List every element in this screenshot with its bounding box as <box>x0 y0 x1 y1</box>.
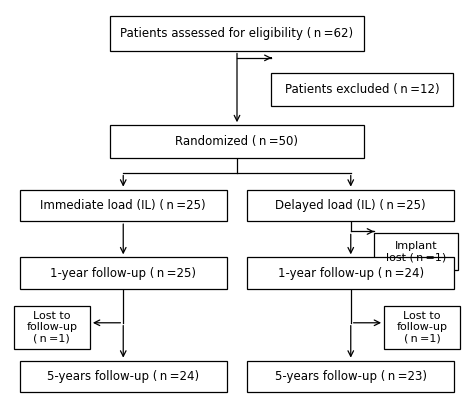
FancyBboxPatch shape <box>247 257 454 289</box>
Text: 5-years follow-up ( n =24): 5-years follow-up ( n =24) <box>47 370 199 383</box>
Text: Randomized ( n =50): Randomized ( n =50) <box>175 135 299 148</box>
FancyBboxPatch shape <box>20 189 227 221</box>
FancyBboxPatch shape <box>384 306 460 349</box>
FancyBboxPatch shape <box>271 73 453 106</box>
FancyBboxPatch shape <box>20 257 227 289</box>
FancyBboxPatch shape <box>109 16 365 51</box>
FancyBboxPatch shape <box>247 189 454 221</box>
Text: Immediate load (IL) ( n =25): Immediate load (IL) ( n =25) <box>40 199 206 212</box>
FancyBboxPatch shape <box>247 361 454 392</box>
Text: 1-year follow-up ( n =24): 1-year follow-up ( n =24) <box>278 266 424 280</box>
FancyBboxPatch shape <box>20 361 227 392</box>
FancyBboxPatch shape <box>109 125 365 158</box>
Text: Lost to
follow-up
( n =1): Lost to follow-up ( n =1) <box>397 311 448 344</box>
Text: Lost to
follow-up
( n =1): Lost to follow-up ( n =1) <box>26 311 77 344</box>
Text: 1-year follow-up ( n =25): 1-year follow-up ( n =25) <box>50 266 196 280</box>
FancyBboxPatch shape <box>14 306 90 349</box>
Text: Patients assessed for eligibility ( n =62): Patients assessed for eligibility ( n =6… <box>120 27 354 40</box>
Text: 5-years follow-up ( n =23): 5-years follow-up ( n =23) <box>275 370 427 383</box>
Text: Implant
lost ( n =1): Implant lost ( n =1) <box>386 241 446 263</box>
FancyBboxPatch shape <box>374 233 458 270</box>
Text: Delayed load (IL) ( n =25): Delayed load (IL) ( n =25) <box>275 199 426 212</box>
Text: Patients excluded ( n =12): Patients excluded ( n =12) <box>285 83 439 96</box>
